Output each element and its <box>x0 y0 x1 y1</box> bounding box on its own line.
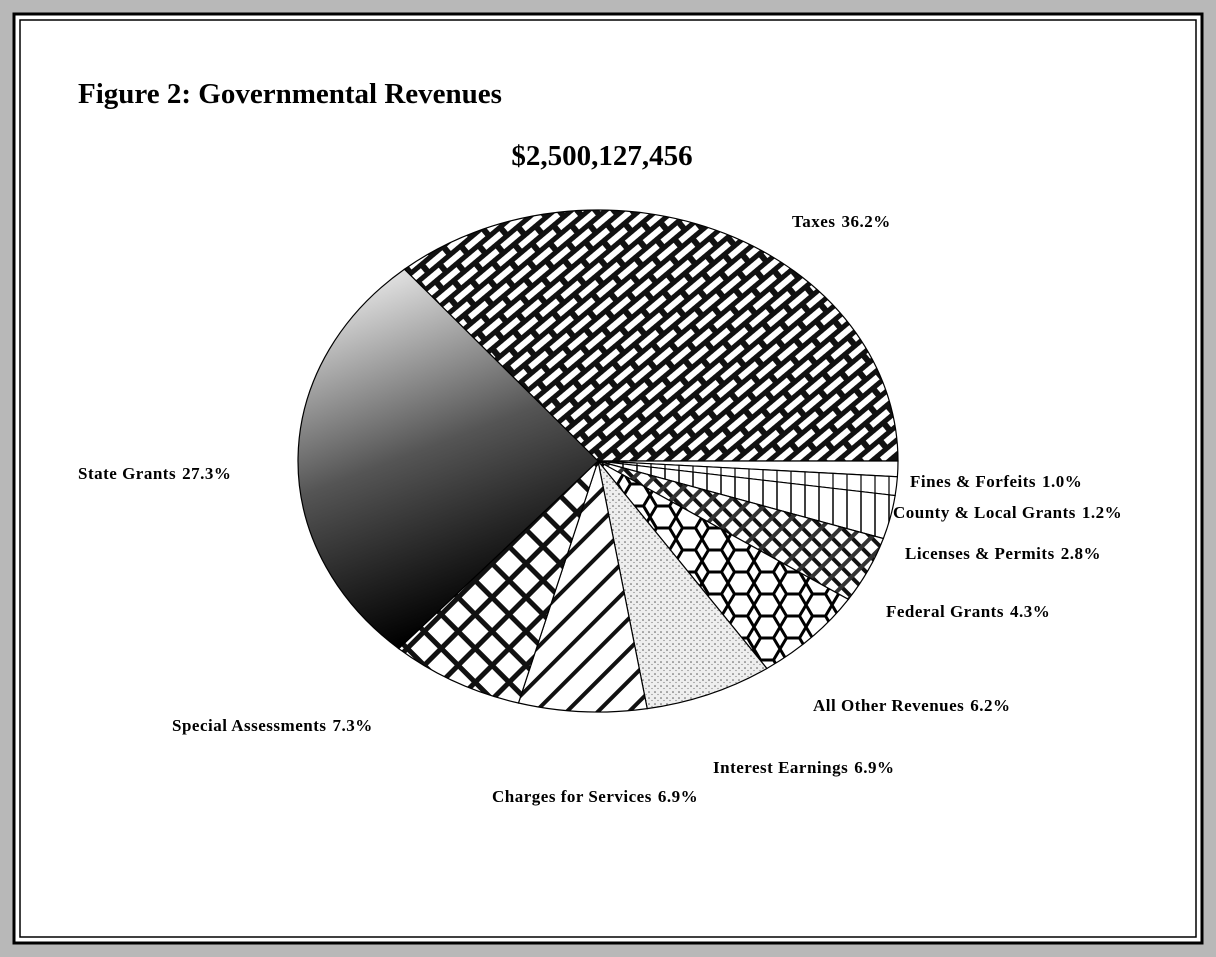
pie-slice <box>297 268 599 650</box>
category-label: Taxes <box>792 212 835 231</box>
category-label: County & Local Grants <box>893 503 1076 522</box>
category-label: All Other Revenues <box>813 696 964 715</box>
chart-title: Figure 2: Governmental Revenues <box>78 78 502 110</box>
slice-label: All Other Revenues 6.2% <box>813 696 1011 715</box>
category-label: State Grants <box>78 464 176 483</box>
value-label: 1.2% <box>1082 503 1122 522</box>
pie <box>297 209 899 713</box>
value-label: 36.2% <box>841 212 890 231</box>
category-label: Licenses & Permits <box>905 544 1055 563</box>
slice-label: Licenses & Permits 2.8% <box>905 544 1101 563</box>
chart-subtitle: $2,500,127,456 <box>511 140 692 172</box>
category-label: Fines & Forfeits <box>910 472 1036 491</box>
value-label: 1.0% <box>1042 472 1082 491</box>
slice-label: Taxes 36.2% <box>792 212 891 231</box>
value-label: 7.3% <box>332 716 372 735</box>
value-label: 6.9% <box>658 787 698 806</box>
value-label: 2.8% <box>1061 544 1101 563</box>
category-label: Federal Grants <box>886 602 1004 621</box>
value-label: 4.3% <box>1010 602 1050 621</box>
category-label: Special Assessments <box>172 716 326 735</box>
pie-slice <box>597 460 768 710</box>
slice-label: Special Assessments 7.3% <box>172 716 373 735</box>
pie-slice <box>403 209 899 462</box>
value-label: 6.9% <box>854 758 894 777</box>
slice-label: Fines & Forfeits 1.0% <box>910 472 1082 491</box>
value-label: 6.2% <box>970 696 1010 715</box>
category-label: Charges for Services <box>492 787 652 806</box>
slice-label: State Grants 27.3% <box>78 464 231 483</box>
frame-inner <box>19 19 1197 938</box>
category-label: Interest Earnings <box>713 758 848 777</box>
labels: Taxes 36.2% Fines & Forfeits 1.0% County & L… <box>78 212 1122 806</box>
slice-label: County & Local Grants 1.2% <box>893 503 1122 522</box>
pie-slice <box>517 458 648 713</box>
pie-slice <box>397 460 599 704</box>
slice-label: Charges for Services 6.9% <box>492 787 698 806</box>
value-label: 27.3% <box>182 464 231 483</box>
pie-slice <box>597 460 850 670</box>
slice-label: Interest Earnings 6.9% <box>713 758 894 777</box>
slice-label: Federal Grants 4.3% <box>886 602 1050 621</box>
